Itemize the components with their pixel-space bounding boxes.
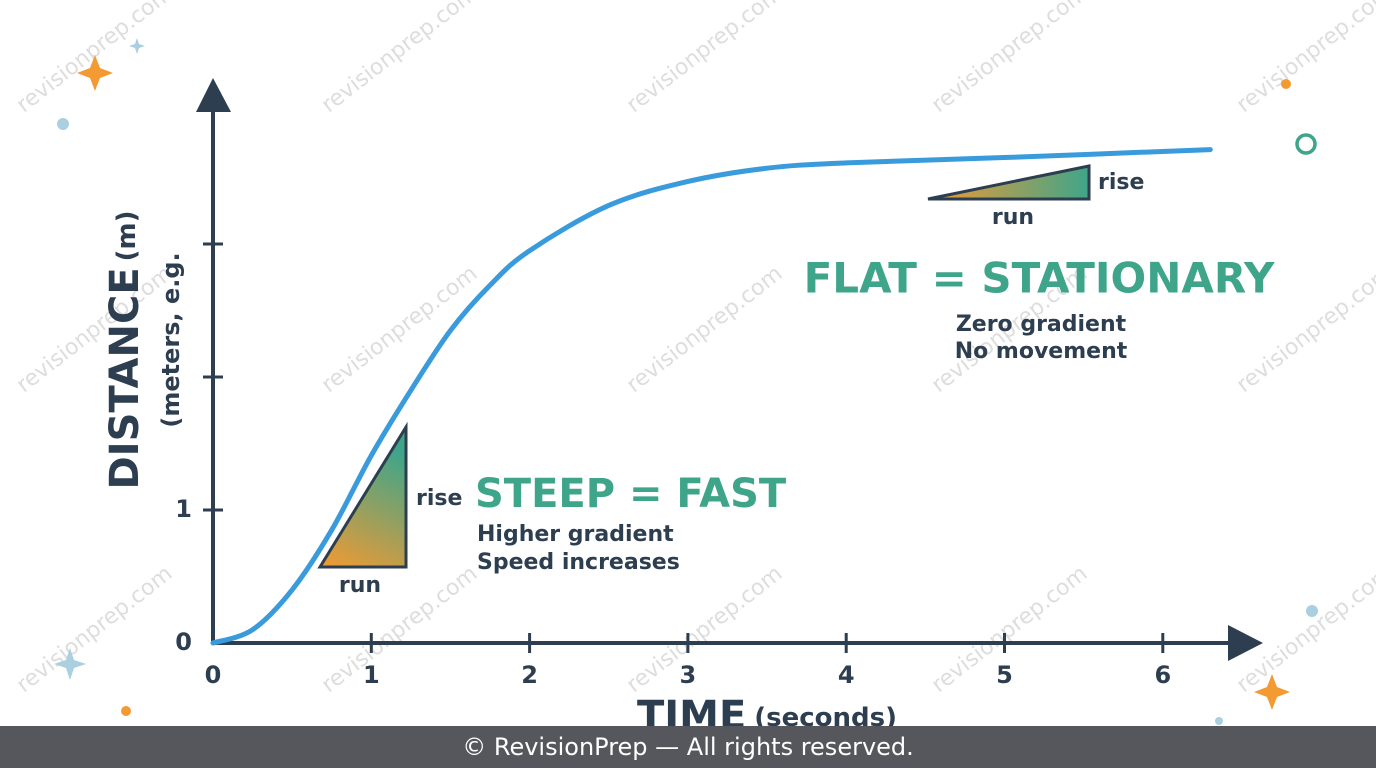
annotation-text: Zero gradient	[956, 312, 1127, 337]
steep-triangle	[317, 421, 408, 569]
x-tick-label: 2	[521, 661, 538, 689]
annotation-text: Speed increases	[477, 550, 680, 575]
footer: © RevisionPrep — All rights reserved.	[462, 733, 914, 761]
watermark: revisionprep.com	[622, 0, 787, 118]
dot	[1306, 605, 1318, 617]
y-axis-title: DISTANCE (m)	[102, 210, 148, 489]
ring	[1295, 133, 1317, 155]
watermark: revisionprep.com	[317, 261, 482, 398]
run-label: run	[339, 573, 381, 598]
run-label: run	[992, 205, 1034, 230]
rise-label: rise	[416, 486, 462, 511]
watermark: revisionprep.com	[622, 261, 787, 398]
watermark: revisionprep.com	[12, 261, 177, 398]
watermark: revisionprep.com	[12, 561, 177, 698]
y-label: DISTANCE	[102, 267, 148, 489]
y-axis-subtitle: (meters, e.g.	[157, 252, 185, 427]
annotation-text: No movement	[955, 339, 1128, 364]
watermark: revisionprep.com	[1232, 561, 1376, 698]
y-unit: (m)	[112, 210, 142, 261]
y-tick-label: 1	[175, 495, 192, 523]
star	[54, 648, 86, 680]
footer-bar	[0, 726, 1376, 768]
dot	[121, 706, 131, 716]
annotation-title: FLAT = STATIONARY	[804, 254, 1275, 303]
watermark: revisionprep.com	[927, 0, 1092, 118]
watermark: revisionprep.com	[317, 0, 482, 118]
watermark: revisionprep.com	[622, 561, 787, 698]
x-tick-label: 3	[680, 661, 697, 689]
dot	[1215, 717, 1223, 725]
flat-triangle	[927, 164, 1091, 201]
x-tick-label: 5	[996, 661, 1013, 689]
curve	[210, 147, 1213, 646]
x-tick-label: 6	[1154, 661, 1171, 689]
annotation-title: STEEP = FAST	[475, 471, 787, 517]
star	[129, 38, 145, 54]
x-tick-label: 4	[838, 661, 855, 689]
star	[1254, 674, 1290, 710]
x-arrow	[1228, 625, 1263, 661]
x-tick-label: 0	[205, 661, 222, 689]
rise-label: rise	[1098, 170, 1144, 195]
watermark: revisionprep.com	[1232, 0, 1376, 118]
dot	[1281, 79, 1291, 89]
y-tick-label: 0	[175, 628, 192, 656]
dot	[57, 118, 69, 130]
y-arrow	[196, 78, 231, 112]
x-tick-label: 1	[363, 661, 380, 689]
star	[77, 55, 113, 91]
annotation-text: Higher gradient	[477, 522, 674, 547]
